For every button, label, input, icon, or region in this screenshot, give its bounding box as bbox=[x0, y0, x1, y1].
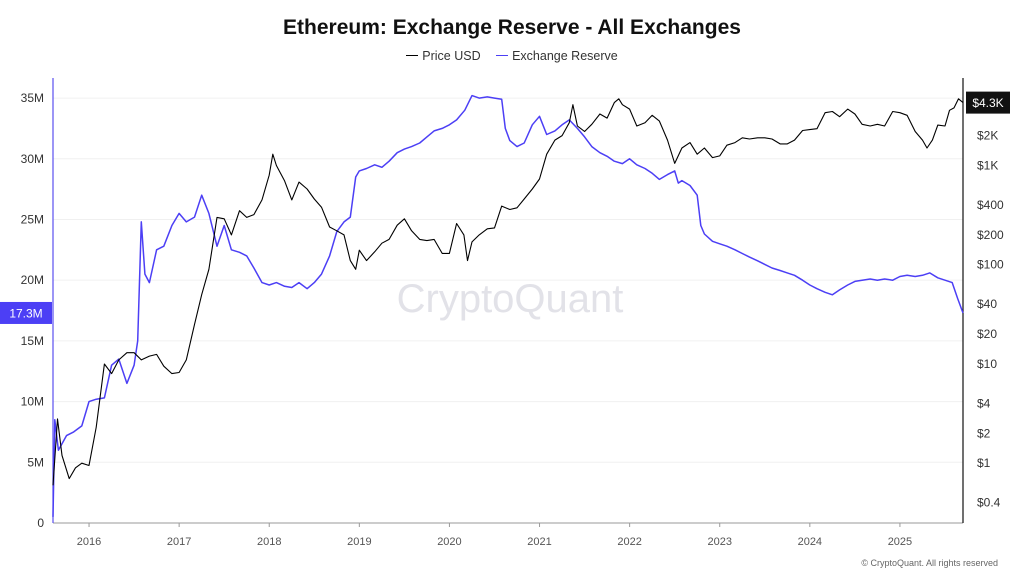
right-tick-label: $40 bbox=[977, 297, 997, 311]
right-tick-label: $100 bbox=[977, 258, 1004, 272]
left-tick-label: 20M bbox=[21, 273, 44, 287]
left-current-value-label: 17.3M bbox=[9, 306, 42, 320]
right-tick-label: $4 bbox=[977, 396, 991, 410]
right-tick-label: $1K bbox=[977, 158, 998, 172]
price-usd-line bbox=[52, 98, 964, 486]
legend-item-price[interactable]: Price USD bbox=[406, 49, 481, 63]
x-tick-label: 2016 bbox=[77, 536, 101, 548]
left-tick-label: 10M bbox=[21, 395, 44, 409]
right-tick-label: $2 bbox=[977, 426, 991, 440]
left-tick-label: 25M bbox=[21, 212, 44, 226]
right-tick-label: $2K bbox=[977, 129, 998, 143]
exchange-reserve-line bbox=[52, 94, 964, 517]
left-tick-label: 0 bbox=[37, 516, 44, 530]
left-tick-label: 30M bbox=[21, 152, 44, 166]
left-tick-label: 35M bbox=[21, 91, 44, 105]
legend-label-exchange-reserve: Exchange Reserve bbox=[512, 49, 618, 63]
right-tick-label: $0.4 bbox=[977, 496, 1001, 510]
x-tick-label: 2019 bbox=[347, 536, 371, 548]
x-tick-label: 2017 bbox=[167, 536, 191, 548]
x-tick-label: 2022 bbox=[617, 536, 641, 548]
watermark-text: CryptoQuant bbox=[397, 277, 624, 321]
chart-legend: Price USD Exchange Reserve bbox=[0, 49, 1024, 63]
legend-item-exchange-reserve[interactable]: Exchange Reserve bbox=[496, 49, 618, 63]
legend-swatch-price bbox=[406, 55, 419, 57]
legend-swatch-exchange-reserve bbox=[496, 55, 509, 57]
right-tick-label: $10 bbox=[977, 357, 997, 371]
left-current-value-badge bbox=[0, 301, 52, 324]
x-tick-label: 2020 bbox=[437, 536, 461, 548]
right-tick-label: $1 bbox=[977, 456, 991, 470]
left-tick-label: 5M bbox=[27, 455, 44, 469]
right-tick-label: $400 bbox=[977, 198, 1004, 212]
x-tick-label: 2018 bbox=[257, 536, 281, 548]
x-tick-label: 2023 bbox=[707, 536, 731, 548]
copyright-text: © CryptoQuant. All rights reserved bbox=[861, 558, 998, 568]
right-tick-label: $200 bbox=[977, 228, 1004, 242]
legend-label-price: Price USD bbox=[422, 49, 481, 63]
x-tick-label: 2024 bbox=[798, 536, 822, 548]
chart-title: Ethereum: Exchange Reserve - All Exchang… bbox=[283, 16, 741, 39]
left-tick-label: 15M bbox=[21, 334, 44, 348]
right-current-value-label: $4.3K bbox=[972, 96, 1003, 110]
right-current-value-badge bbox=[966, 91, 1010, 114]
x-tick-label: 2021 bbox=[527, 536, 551, 548]
x-tick-label: 2025 bbox=[888, 536, 912, 548]
right-tick-label: $20 bbox=[977, 327, 997, 341]
